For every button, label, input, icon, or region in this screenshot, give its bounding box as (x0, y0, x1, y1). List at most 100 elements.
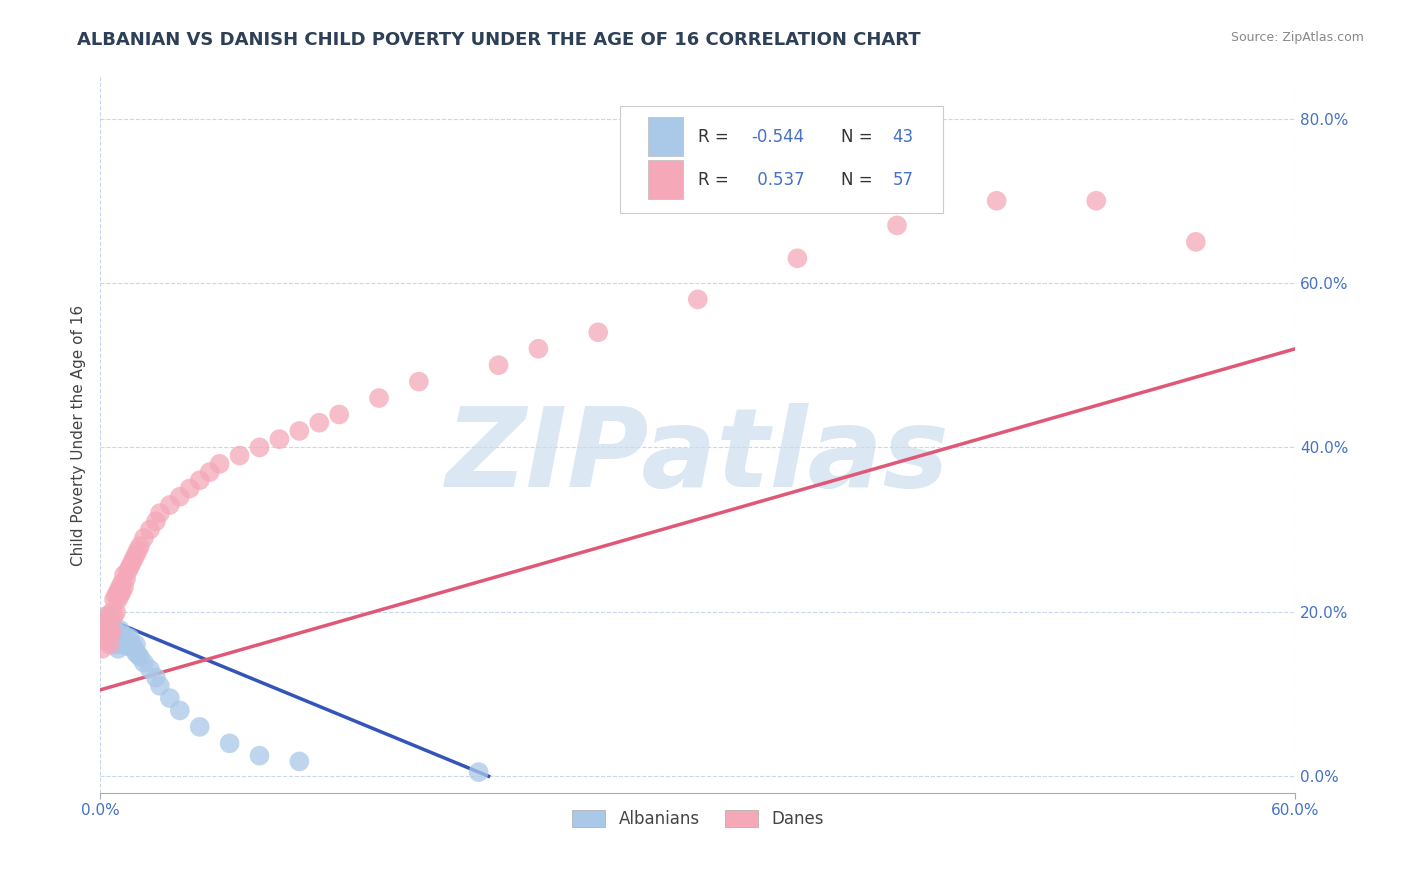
Point (112, 580, 135, 594)
Point (122, 641, 145, 656)
FancyBboxPatch shape (620, 106, 943, 213)
Point (98, 617, 121, 632)
Point (786, 252, 808, 266)
Point (122, 551, 145, 566)
Point (94, 617, 117, 632)
Legend: Albanians, Danes: Albanians, Danes (565, 803, 831, 834)
Point (198, 465, 221, 479)
Point (105, 605, 128, 619)
Text: R =: R = (697, 128, 734, 145)
Point (125, 638, 148, 652)
Point (115, 630, 138, 644)
Point (488, 358, 510, 372)
Point (368, 391, 391, 405)
Point (129, 539, 152, 553)
Point (467, 765, 489, 780)
Point (98, 621, 121, 635)
Point (408, 375, 430, 389)
Point (169, 490, 191, 504)
Point (103, 621, 125, 635)
Point (188, 473, 211, 487)
Point (145, 671, 167, 685)
Point (107, 592, 129, 607)
Point (208, 457, 231, 471)
Point (105, 638, 128, 652)
Point (139, 523, 162, 537)
Point (686, 293, 709, 307)
Point (111, 631, 134, 645)
Point (132, 656, 155, 670)
Point (1085, 194, 1108, 208)
Point (118, 636, 141, 650)
Point (98, 638, 121, 652)
Point (159, 498, 181, 512)
Point (103, 592, 125, 607)
FancyBboxPatch shape (648, 160, 683, 200)
Point (149, 679, 172, 693)
Point (97, 608, 120, 623)
Point (98, 625, 121, 640)
Text: ZIPatlas: ZIPatlas (446, 403, 949, 510)
Point (117, 564, 139, 578)
Point (308, 416, 330, 430)
Point (101, 633, 124, 648)
Point (117, 640, 139, 654)
Point (269, 432, 291, 446)
Point (115, 572, 138, 586)
Point (108, 630, 131, 644)
Text: -0.544: -0.544 (752, 128, 804, 145)
Point (105, 588, 128, 602)
Point (249, 748, 271, 763)
Point (145, 514, 167, 528)
Point (108, 580, 131, 594)
Point (288, 424, 311, 438)
Point (94, 621, 117, 635)
Point (112, 567, 135, 582)
Point (91, 641, 114, 656)
Point (94, 608, 117, 623)
Point (93, 625, 115, 640)
Point (188, 720, 211, 734)
Point (179, 482, 201, 496)
Point (111, 584, 134, 599)
Point (149, 506, 172, 520)
Point (108, 633, 131, 648)
Point (118, 631, 141, 645)
Text: N =: N = (841, 128, 879, 145)
Point (328, 408, 350, 422)
Text: 57: 57 (893, 170, 914, 189)
Point (218, 736, 240, 750)
Text: Source: ZipAtlas.com: Source: ZipAtlas.com (1230, 31, 1364, 45)
Point (93, 625, 115, 640)
Text: R =: R = (697, 170, 734, 189)
Point (111, 628, 134, 642)
Point (107, 584, 129, 599)
Point (107, 630, 129, 644)
Point (1185, 235, 1208, 249)
FancyBboxPatch shape (648, 117, 683, 156)
Point (586, 326, 609, 340)
Point (121, 556, 143, 570)
Point (101, 605, 124, 619)
Point (94, 633, 117, 648)
Point (111, 576, 134, 591)
Point (129, 650, 152, 665)
Point (125, 547, 148, 561)
Point (228, 449, 250, 463)
Point (118, 559, 141, 574)
Point (108, 588, 131, 602)
Point (886, 219, 908, 233)
Point (127, 543, 149, 558)
Point (105, 633, 128, 648)
Point (97, 630, 120, 644)
Point (288, 755, 311, 769)
Text: ALBANIAN VS DANISH CHILD POVERTY UNDER THE AGE OF 16 CORRELATION CHART: ALBANIAN VS DANISH CHILD POVERTY UNDER T… (77, 31, 921, 49)
Point (107, 641, 129, 656)
Point (121, 638, 143, 652)
Point (112, 638, 135, 652)
Point (98, 630, 121, 644)
Point (527, 342, 550, 356)
Text: N =: N = (841, 170, 879, 189)
Point (101, 625, 124, 640)
Point (115, 636, 138, 650)
